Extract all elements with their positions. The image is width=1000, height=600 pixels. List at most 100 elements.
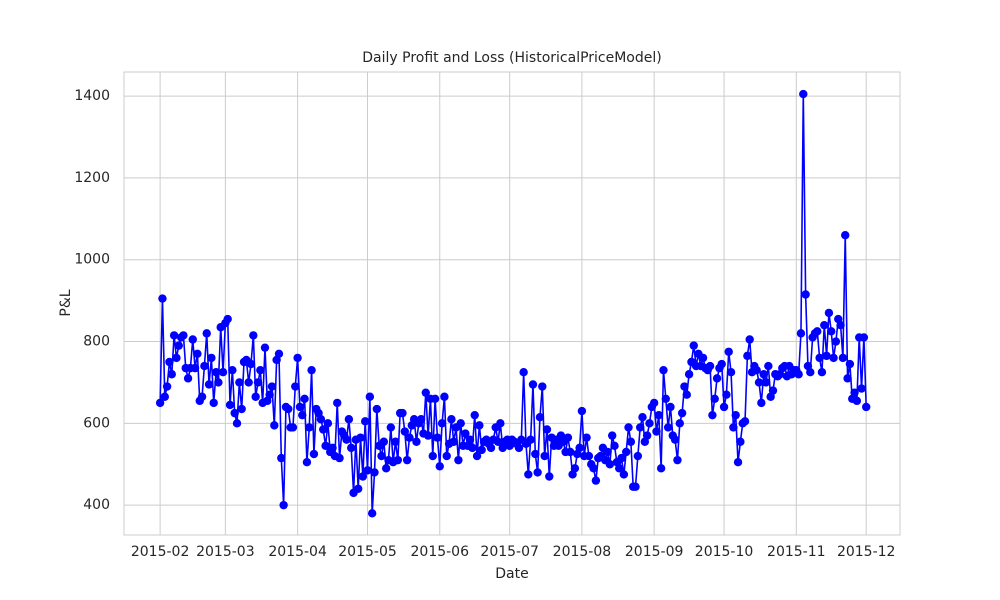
data-point: [347, 443, 356, 453]
data-point: [367, 509, 377, 518]
x-tick-label: 2015-11: [767, 544, 826, 560]
x-tick-label: 2015-08: [553, 544, 612, 560]
data-point: [801, 290, 810, 299]
data-point: [230, 408, 239, 418]
data-point: [813, 327, 822, 336]
data-point: [538, 382, 547, 391]
data-point: [197, 392, 207, 401]
data-point: [202, 329, 211, 338]
data-point: [722, 390, 731, 399]
data-point: [731, 410, 740, 420]
data-point: [710, 394, 719, 403]
data-point: [652, 427, 661, 436]
data-point: [165, 357, 174, 367]
data-point: [689, 341, 698, 350]
data-point: [288, 423, 298, 432]
data-point: [729, 423, 738, 432]
data-point: [363, 466, 372, 475]
data-point: [496, 419, 505, 428]
data-point: [736, 437, 745, 446]
y-tick-label: 400: [83, 497, 110, 513]
data-point: [670, 435, 680, 444]
data-point: [211, 368, 221, 377]
data-point: [649, 398, 659, 408]
y-axis-label: P&L: [58, 289, 74, 316]
data-point: [745, 335, 754, 344]
data-point: [277, 453, 286, 463]
data-point: [256, 365, 265, 375]
data-point: [440, 392, 449, 401]
data-point: [680, 382, 689, 391]
data-point: [316, 415, 326, 424]
data-point: [188, 335, 197, 344]
data-point: [526, 435, 535, 444]
data-point: [850, 388, 859, 397]
data-point: [344, 415, 354, 424]
data-point: [817, 368, 827, 377]
data-point: [228, 365, 237, 375]
x-tick-label: 2015-10: [695, 544, 754, 560]
data-point: [393, 455, 403, 465]
data-point: [293, 353, 302, 363]
data-point: [535, 413, 545, 422]
data-point: [246, 359, 256, 369]
data-point: [274, 349, 284, 359]
data-point: [638, 413, 647, 422]
data-point: [838, 353, 848, 363]
x-tick-label: 2015-09: [625, 544, 684, 560]
data-point: [244, 378, 253, 387]
data-point: [204, 380, 214, 389]
data-point: [300, 394, 309, 403]
data-point: [675, 419, 684, 428]
data-point: [421, 388, 430, 397]
data-point: [372, 404, 382, 414]
data-point: [759, 370, 768, 379]
data-point: [519, 368, 528, 377]
data-point: [319, 425, 328, 434]
data-point: [428, 451, 437, 461]
data-point: [465, 435, 475, 444]
data-point: [575, 443, 584, 453]
data-point: [754, 378, 764, 387]
x-tick-label: 2015-04: [268, 544, 327, 560]
data-point: [472, 451, 482, 461]
data-point: [852, 396, 862, 406]
data-point: [416, 415, 426, 424]
data-point: [307, 365, 316, 375]
data-point: [155, 398, 165, 408]
data-point: [677, 408, 687, 418]
data-point: [190, 363, 200, 373]
data-point: [566, 447, 575, 457]
data-point: [358, 472, 368, 481]
data-point: [475, 421, 484, 430]
data-point: [806, 368, 815, 377]
data-point: [563, 433, 573, 442]
data-point: [323, 419, 333, 428]
y-tick-label: 1000: [74, 252, 110, 268]
data-point: [169, 331, 179, 340]
data-point: [603, 447, 612, 457]
data-point: [705, 361, 715, 371]
data-point: [179, 331, 188, 340]
data-point: [857, 384, 866, 393]
data-point: [265, 390, 274, 399]
data-point: [279, 500, 288, 510]
data-point: [682, 390, 691, 399]
data-point: [209, 398, 218, 408]
data-point: [570, 464, 580, 473]
data-point: [859, 333, 869, 342]
data-point: [391, 437, 400, 446]
data-point: [533, 468, 542, 477]
data-point: [468, 443, 477, 453]
data-point: [333, 398, 342, 408]
data-point: [591, 476, 601, 485]
data-point: [862, 402, 871, 412]
data-point: [342, 435, 351, 444]
data-point: [298, 410, 307, 420]
data-point: [335, 453, 344, 463]
data-point: [796, 329, 806, 338]
data-point: [493, 437, 503, 446]
data-point: [617, 453, 626, 463]
data-point: [353, 484, 363, 493]
data-point: [370, 468, 379, 477]
